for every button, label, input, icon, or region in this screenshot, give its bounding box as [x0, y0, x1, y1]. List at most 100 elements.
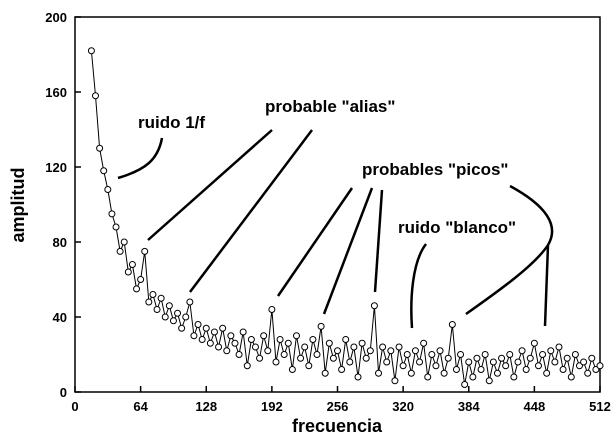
arrow [117, 137, 164, 180]
data-point [342, 336, 350, 343]
data-point [539, 351, 547, 358]
data-point [215, 343, 223, 351]
data-point [178, 324, 186, 332]
data-point [440, 369, 448, 377]
data-point [243, 362, 251, 370]
arrow [373, 189, 384, 293]
data-point [452, 366, 460, 373]
data-point [428, 351, 436, 358]
data-point [502, 362, 510, 370]
data-point [530, 339, 538, 347]
data-point [112, 223, 120, 231]
data-point [420, 339, 428, 347]
data-point [489, 358, 497, 366]
data-point [223, 347, 231, 355]
data-point [153, 306, 161, 313]
data-point [510, 373, 518, 381]
arrows [117, 129, 554, 329]
data-point [174, 309, 182, 317]
data-point [362, 354, 370, 362]
data-point [227, 332, 235, 340]
x-tick-label: 448 [524, 399, 546, 414]
data-point [100, 167, 108, 175]
data-point [559, 366, 567, 373]
data-point [169, 317, 177, 325]
data-point [366, 347, 374, 355]
data-point [555, 343, 563, 351]
data-point [206, 339, 214, 347]
data-point [96, 144, 104, 152]
data-point [571, 351, 579, 358]
data-point [280, 351, 288, 358]
arrow [276, 187, 354, 297]
data-point [506, 351, 514, 358]
data-point [305, 362, 313, 370]
data-point [260, 332, 268, 340]
annotation: ruido "blanco" [398, 218, 516, 237]
data-point [387, 347, 395, 355]
y-tick-label: 0 [60, 385, 67, 400]
annotation: ruido 1/f [138, 113, 205, 132]
data-point [518, 347, 526, 355]
x-axis-label: frecuencia [292, 416, 383, 436]
x-tick-label: 0 [71, 399, 78, 414]
data-point [194, 321, 202, 328]
x-tick-label: 320 [392, 399, 414, 414]
data-point [120, 238, 128, 246]
data-point [161, 313, 169, 321]
data-point [116, 247, 124, 255]
data-point [584, 369, 592, 377]
data-point [182, 313, 190, 321]
data-point [370, 302, 378, 310]
data-point [321, 369, 329, 377]
plot-frame [74, 16, 601, 393]
data-point [210, 328, 218, 336]
data-point [358, 339, 366, 347]
data-point [145, 298, 153, 306]
data-point [301, 343, 309, 351]
data-point [317, 322, 325, 330]
data-point [543, 369, 551, 377]
data-point [588, 354, 596, 362]
data-point [128, 261, 136, 268]
y-tick-label: 120 [45, 160, 67, 175]
data-point [436, 347, 444, 355]
data-point [563, 354, 571, 362]
data-point [416, 358, 424, 366]
data-point [87, 47, 95, 55]
data-point [268, 306, 276, 313]
data-point [247, 336, 255, 343]
data-point [547, 347, 555, 355]
data-point [444, 354, 452, 362]
data-point [350, 343, 358, 351]
y-axis-label: amplitud [8, 168, 28, 243]
data-point [239, 328, 247, 336]
y-tick-label: 40 [53, 310, 67, 325]
data-point [346, 358, 354, 366]
data-point [407, 369, 415, 377]
data-point [379, 343, 387, 351]
data-point [165, 302, 173, 310]
data-point [534, 362, 542, 370]
data-point [514, 358, 522, 366]
data-point [264, 347, 272, 355]
data-point [133, 285, 141, 293]
arrow [410, 243, 428, 329]
data-point [251, 343, 259, 351]
data-point [493, 369, 501, 377]
data-point [186, 298, 194, 306]
x-tick-label: 192 [261, 399, 283, 414]
y-tick-label: 160 [45, 85, 67, 100]
data-point [329, 354, 337, 362]
y-tick-label: 80 [53, 235, 67, 250]
data-point [395, 343, 403, 351]
arrow [147, 129, 273, 241]
data-point [276, 336, 284, 343]
arrow [543, 244, 550, 327]
data-point [469, 373, 477, 381]
x-tick-label: 512 [589, 399, 611, 414]
data-point [375, 369, 383, 377]
annotation: probables "picos" [362, 160, 508, 179]
